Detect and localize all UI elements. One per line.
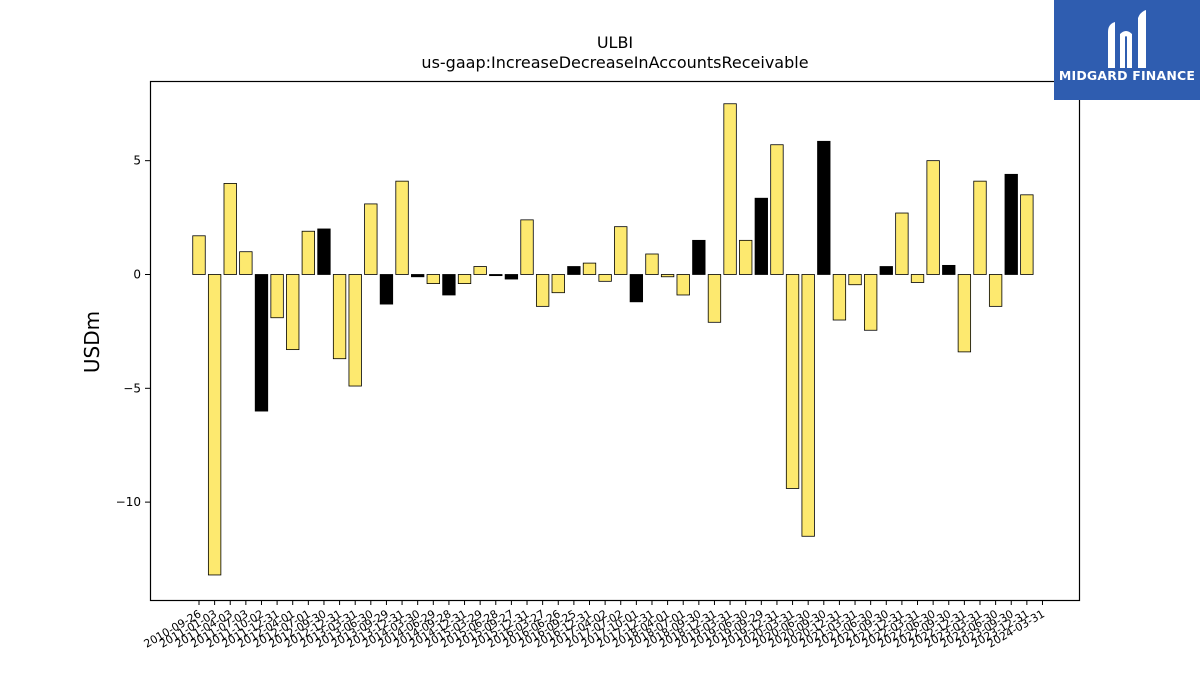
bar xyxy=(567,266,581,275)
bar xyxy=(817,140,831,275)
brand-name: MIDGARD FINANCE xyxy=(1058,68,1196,83)
brand-logo: MIDGARD FINANCE xyxy=(1054,0,1200,100)
bar xyxy=(832,274,847,321)
bar xyxy=(239,251,253,275)
bar xyxy=(848,274,862,286)
bar xyxy=(332,274,347,360)
bar xyxy=(582,262,597,275)
bar xyxy=(348,274,362,387)
y-tick-label: −10 xyxy=(116,495,141,509)
chart-subtitle: us-gaap:IncreaseDecreaseInAccountsReceiv… xyxy=(421,53,808,72)
bar xyxy=(645,253,659,275)
bar xyxy=(1004,173,1018,275)
bar xyxy=(223,183,237,275)
bar xyxy=(739,239,753,275)
bar xyxy=(364,203,378,275)
bar xyxy=(785,274,800,489)
y-ticks-group: 5 0 −5 −10 xyxy=(116,154,150,509)
bar xyxy=(598,274,612,282)
bar xyxy=(942,264,956,275)
bar xyxy=(926,160,940,275)
bar xyxy=(426,274,440,284)
bar xyxy=(973,180,987,275)
bar xyxy=(473,266,487,275)
bar xyxy=(614,226,628,275)
bar xyxy=(801,274,815,537)
bar xyxy=(754,197,768,275)
bar xyxy=(1020,194,1034,275)
chart-title: ULBI xyxy=(597,33,633,52)
bar xyxy=(957,274,972,353)
bar xyxy=(723,103,737,275)
bar xyxy=(551,274,565,294)
bar xyxy=(535,274,550,307)
bar xyxy=(660,274,675,278)
midgard-logo-icon xyxy=(1108,10,1146,68)
bar xyxy=(489,274,503,277)
bar xyxy=(301,230,315,275)
bar xyxy=(286,274,300,351)
y-tick-label: 0 xyxy=(133,267,141,281)
bar xyxy=(629,274,644,303)
bar xyxy=(442,274,456,296)
bar xyxy=(395,180,409,275)
bar xyxy=(520,219,534,275)
bar xyxy=(192,235,206,275)
bar xyxy=(770,144,784,275)
bar xyxy=(676,274,690,296)
y-axis-label: USDm xyxy=(80,311,104,373)
bar xyxy=(457,274,472,284)
y-tick-label: −5 xyxy=(123,381,141,395)
bar xyxy=(270,274,284,319)
bar xyxy=(707,274,722,323)
bar xyxy=(910,274,925,283)
bar xyxy=(504,274,519,280)
bar xyxy=(988,274,1003,307)
x-ticks-group: 2010-09-262011-01-032011-04-032011-07-03… xyxy=(142,600,1047,651)
bar xyxy=(864,274,878,331)
bar xyxy=(879,266,893,275)
bar xyxy=(254,274,269,412)
bar xyxy=(207,274,222,576)
bar xyxy=(411,274,425,278)
bar xyxy=(317,228,331,275)
bar xyxy=(379,274,394,305)
plot-frame xyxy=(149,80,1081,602)
y-tick-label: 5 xyxy=(133,154,141,168)
bars-group xyxy=(192,103,1034,576)
bar xyxy=(895,212,909,275)
bar xyxy=(692,239,706,275)
